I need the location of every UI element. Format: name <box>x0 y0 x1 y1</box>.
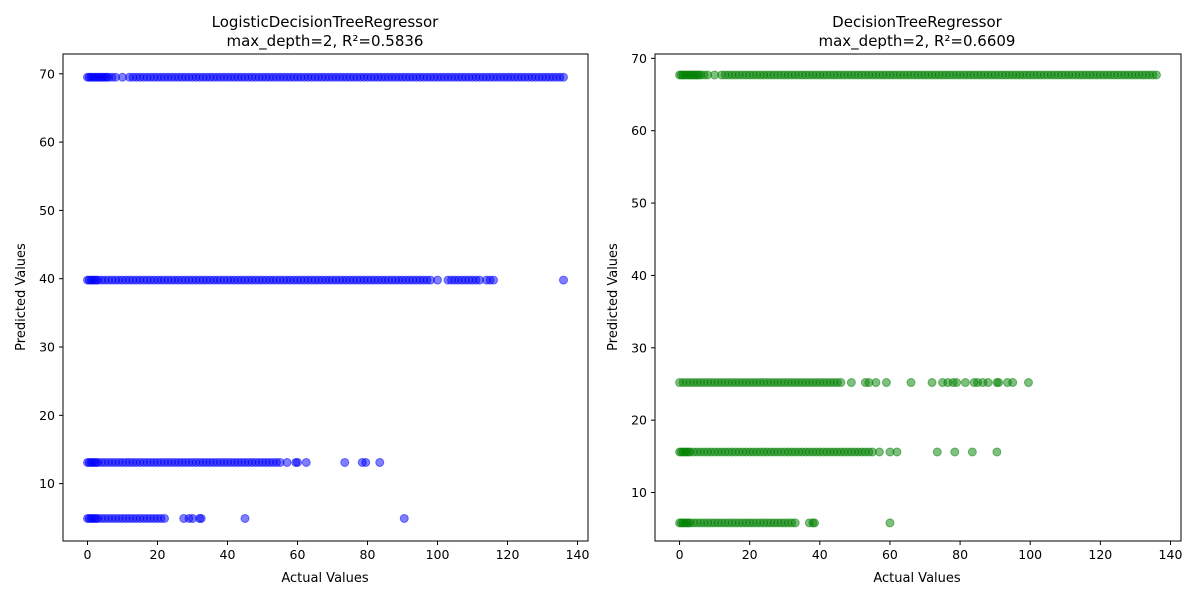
right-chart-point <box>960 378 970 388</box>
right-chart-x-tick-label: 0 <box>676 547 684 562</box>
right-chart-y-ticks: 10 20 30 40 50 60 70 <box>631 51 655 500</box>
right-chart-y-tick-label: 30 <box>631 340 647 355</box>
right-chart-point <box>892 447 902 457</box>
right-chart-point <box>810 518 820 528</box>
left-chart: LogisticDecisionTreeRegressor max_depth=… <box>14 13 589 586</box>
left-chart-point <box>282 457 292 467</box>
right-chart-point <box>932 447 942 457</box>
left-chart-plot-area <box>62 53 589 542</box>
right-chart-point <box>983 378 993 388</box>
left-chart-x-tick-label: 140 <box>566 547 590 562</box>
left-chart-y-tick-label: 10 <box>39 476 55 491</box>
left-chart-title-line1: LogisticDecisionTreeRegressor <box>212 13 440 31</box>
left-chart-point <box>433 275 442 285</box>
left-chart-y-ticks: 10 20 30 40 50 60 70 <box>39 66 63 491</box>
left-chart-point <box>489 275 498 285</box>
left-chart-y-tick-label: 50 <box>39 203 55 218</box>
left-chart-point <box>559 275 568 285</box>
right-chart-point <box>992 447 1002 457</box>
right-chart-point <box>874 447 884 457</box>
left-chart-x-tick-label: 120 <box>496 547 520 562</box>
right-chart-x-tick-label: 20 <box>742 547 758 562</box>
left-chart-y-tick-label: 30 <box>39 340 55 355</box>
right-chart-x-ticks: 0 20 40 60 80 100 120 140 <box>676 541 1183 562</box>
right-chart-y-tick-label: 50 <box>631 196 647 211</box>
left-chart-x-tick-label: 80 <box>360 547 376 562</box>
left-chart-point <box>196 513 206 523</box>
right-chart-x-tick-label: 80 <box>952 547 968 562</box>
right-chart-point <box>1023 378 1033 388</box>
right-chart-point <box>871 378 881 388</box>
right-chart-y-tick-label: 70 <box>631 51 647 66</box>
left-chart-point <box>361 457 371 467</box>
right-chart-points <box>675 70 1161 528</box>
right-chart-point <box>927 378 937 388</box>
right-chart-plot-area <box>654 53 1182 542</box>
right-chart-x-axis-label: Actual Values <box>873 571 961 586</box>
right-chart-y-tick-label: 40 <box>631 268 647 283</box>
left-chart-point <box>399 513 409 523</box>
left-chart-x-tick-label: 0 <box>84 547 92 562</box>
left-chart-point <box>375 457 385 467</box>
right-chart-point <box>846 378 856 388</box>
right-chart-point <box>906 378 916 388</box>
right-chart-point <box>967 447 977 457</box>
right-chart-point <box>1151 70 1161 80</box>
right-chart-point <box>836 378 846 388</box>
right-chart-point <box>950 447 960 457</box>
left-chart-x-tick-label: 20 <box>150 547 166 562</box>
right-chart-title-line2: max_depth=2, R²=0.6609 <box>819 32 1016 51</box>
left-chart-points <box>83 72 568 523</box>
right-chart-point <box>994 378 1004 388</box>
left-chart-y-tick-label: 40 <box>39 271 55 286</box>
right-chart-y-tick-label: 10 <box>631 485 647 500</box>
right-chart-point <box>881 378 891 388</box>
right-chart-y-axis-label: Predicted Values <box>606 243 621 351</box>
left-chart-x-ticks: 0 20 40 60 80 100 120 140 <box>84 541 590 562</box>
left-chart-y-tick-label: 60 <box>39 135 55 150</box>
right-chart-y-tick-label: 60 <box>631 123 647 138</box>
left-chart-y-axis-label: Predicted Values <box>14 243 29 351</box>
right-chart-x-tick-label: 100 <box>1018 547 1042 562</box>
left-chart-y-tick-label: 20 <box>39 408 55 423</box>
right-chart-x-tick-label: 60 <box>882 547 898 562</box>
right-chart-point <box>885 518 895 528</box>
right-chart-y-tick-label: 20 <box>631 413 647 428</box>
left-chart-point <box>240 513 250 523</box>
left-chart-point <box>301 457 311 467</box>
left-chart-x-tick-label: 100 <box>426 547 450 562</box>
left-chart-y-tick-label: 70 <box>39 66 55 81</box>
left-chart-point <box>160 513 169 523</box>
right-chart-point <box>790 518 800 528</box>
right-chart-x-tick-label: 40 <box>812 547 828 562</box>
right-chart-point <box>952 378 962 388</box>
right-chart: DecisionTreeRegressor max_depth=2, R²=0.… <box>606 13 1182 586</box>
left-chart-x-tick-label: 40 <box>220 547 236 562</box>
left-chart-title-line2: max_depth=2, R²=0.5836 <box>227 32 424 51</box>
right-chart-title-line1: DecisionTreeRegressor <box>832 13 1002 31</box>
right-chart-point <box>1008 378 1018 388</box>
left-chart-x-axis-label: Actual Values <box>281 571 369 586</box>
right-chart-x-tick-label: 140 <box>1159 547 1183 562</box>
left-chart-point <box>559 72 568 82</box>
left-chart-point <box>340 457 350 467</box>
left-chart-point <box>293 457 302 467</box>
right-chart-x-tick-label: 120 <box>1088 547 1112 562</box>
left-chart-x-tick-label: 60 <box>290 547 306 562</box>
